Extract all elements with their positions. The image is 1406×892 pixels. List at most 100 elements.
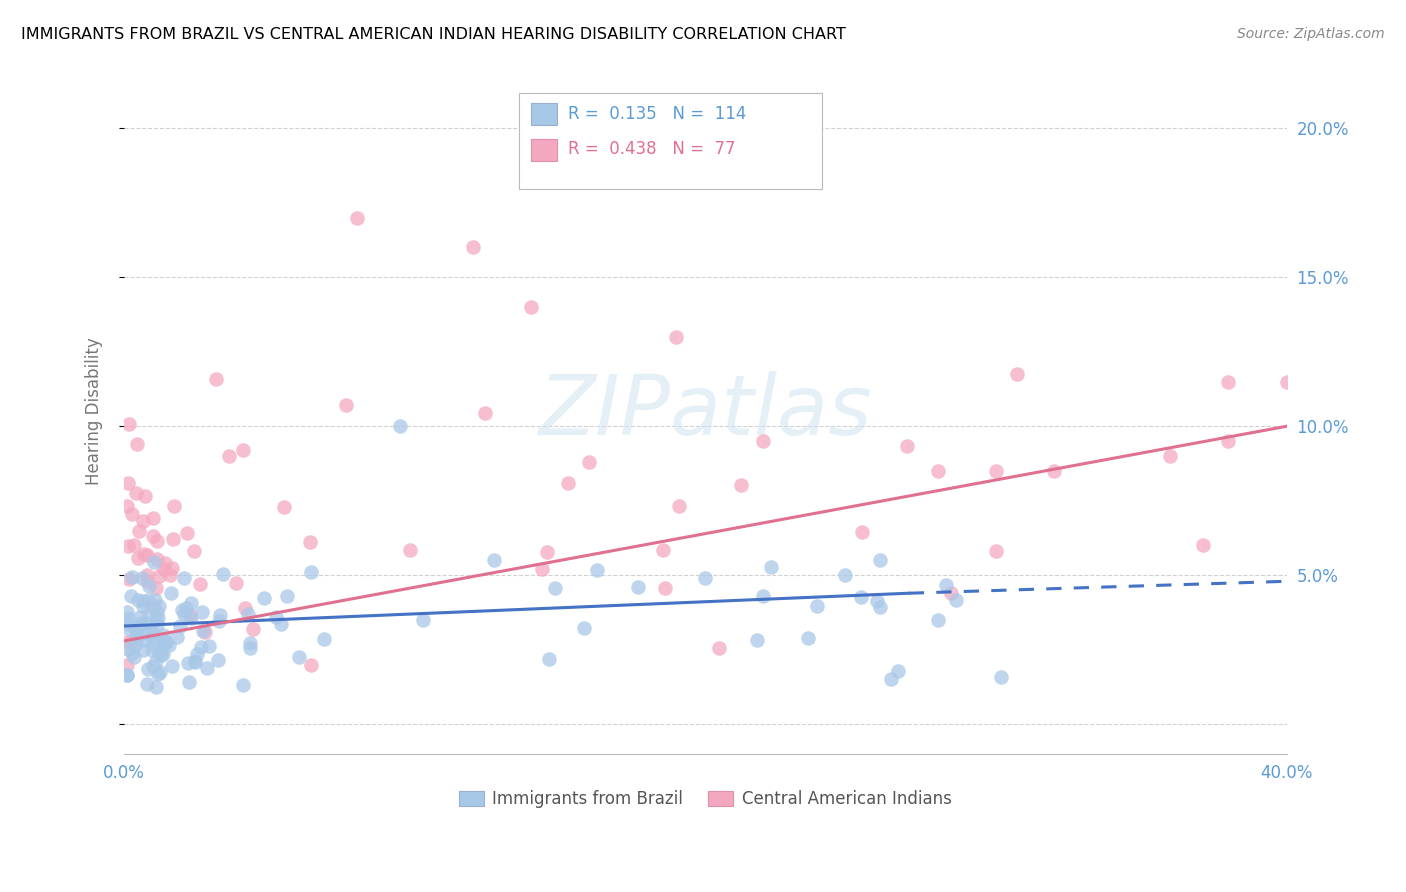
Point xyxy=(186,647,208,661)
Point xyxy=(984,543,1007,558)
Point xyxy=(117,617,139,632)
Point xyxy=(127,621,149,635)
Point xyxy=(118,417,141,431)
Point xyxy=(572,621,595,635)
FancyBboxPatch shape xyxy=(519,93,821,188)
Point xyxy=(869,599,891,614)
Point xyxy=(312,632,335,647)
Point xyxy=(117,611,139,625)
Point xyxy=(941,585,963,599)
Point xyxy=(125,631,148,645)
Point xyxy=(887,665,910,679)
Point xyxy=(148,568,170,582)
Point xyxy=(668,499,690,513)
Point xyxy=(173,571,195,585)
Point xyxy=(399,542,422,557)
Point xyxy=(117,475,139,490)
Point xyxy=(752,434,775,449)
Point xyxy=(225,575,247,590)
Point xyxy=(135,548,157,562)
Point xyxy=(183,543,205,558)
Point xyxy=(270,616,292,631)
Point xyxy=(197,661,219,675)
Point xyxy=(544,582,567,596)
Point xyxy=(157,638,180,652)
Point xyxy=(115,657,138,672)
Point xyxy=(117,642,139,657)
Point xyxy=(129,615,152,630)
Point xyxy=(288,649,311,664)
Point xyxy=(537,652,560,666)
Point xyxy=(129,610,152,624)
Point xyxy=(115,499,138,513)
Point xyxy=(1005,368,1028,382)
Point xyxy=(143,593,166,607)
Point xyxy=(121,634,143,648)
Point xyxy=(184,656,207,670)
Point xyxy=(142,510,165,524)
Point xyxy=(180,596,202,610)
Point xyxy=(239,641,262,656)
Bar xyxy=(531,103,557,126)
Point xyxy=(118,572,141,586)
Point xyxy=(132,593,155,607)
Point xyxy=(1159,449,1181,463)
Point xyxy=(1191,538,1213,552)
Point xyxy=(136,662,159,676)
Point xyxy=(177,656,200,670)
Point xyxy=(276,590,298,604)
Point xyxy=(134,624,156,639)
Point xyxy=(179,608,201,623)
Point xyxy=(211,566,233,581)
Point xyxy=(218,450,240,464)
Point xyxy=(745,632,768,647)
Point xyxy=(665,330,688,344)
Point xyxy=(849,591,872,605)
Point xyxy=(148,646,170,660)
Point xyxy=(166,630,188,644)
Point xyxy=(190,640,212,655)
Point xyxy=(730,478,752,492)
Point xyxy=(299,657,322,672)
Point xyxy=(188,577,211,591)
Point xyxy=(273,500,295,515)
Point xyxy=(191,605,214,619)
Point xyxy=(654,581,676,595)
Point xyxy=(121,570,143,584)
Point xyxy=(474,406,496,420)
Point xyxy=(143,555,166,569)
Point xyxy=(115,634,138,648)
Point xyxy=(208,614,231,628)
Point xyxy=(121,589,143,603)
Point xyxy=(162,500,184,514)
Point xyxy=(695,570,717,584)
Point xyxy=(127,592,149,607)
Point xyxy=(115,605,138,619)
Point xyxy=(135,676,157,690)
Text: R =  0.438   N =  77: R = 0.438 N = 77 xyxy=(568,140,735,159)
Point xyxy=(233,600,256,615)
Point xyxy=(520,300,543,314)
Point xyxy=(236,607,259,622)
Point xyxy=(806,599,828,613)
Point xyxy=(141,626,163,640)
Point xyxy=(759,560,782,574)
Point xyxy=(131,571,153,585)
Point xyxy=(160,658,183,673)
Point xyxy=(173,607,195,622)
Point xyxy=(121,507,143,521)
Point xyxy=(136,574,159,588)
Point xyxy=(138,579,160,593)
Point xyxy=(142,528,165,542)
Text: ZIPatlas: ZIPatlas xyxy=(538,371,872,452)
Point xyxy=(557,476,579,491)
Point xyxy=(752,589,775,603)
Point xyxy=(869,553,891,567)
Point xyxy=(132,548,155,562)
Point xyxy=(125,486,148,500)
Y-axis label: Hearing Disability: Hearing Disability xyxy=(86,337,103,485)
Point xyxy=(146,533,169,548)
Point xyxy=(132,599,155,614)
Point xyxy=(152,633,174,648)
Point xyxy=(709,640,731,655)
